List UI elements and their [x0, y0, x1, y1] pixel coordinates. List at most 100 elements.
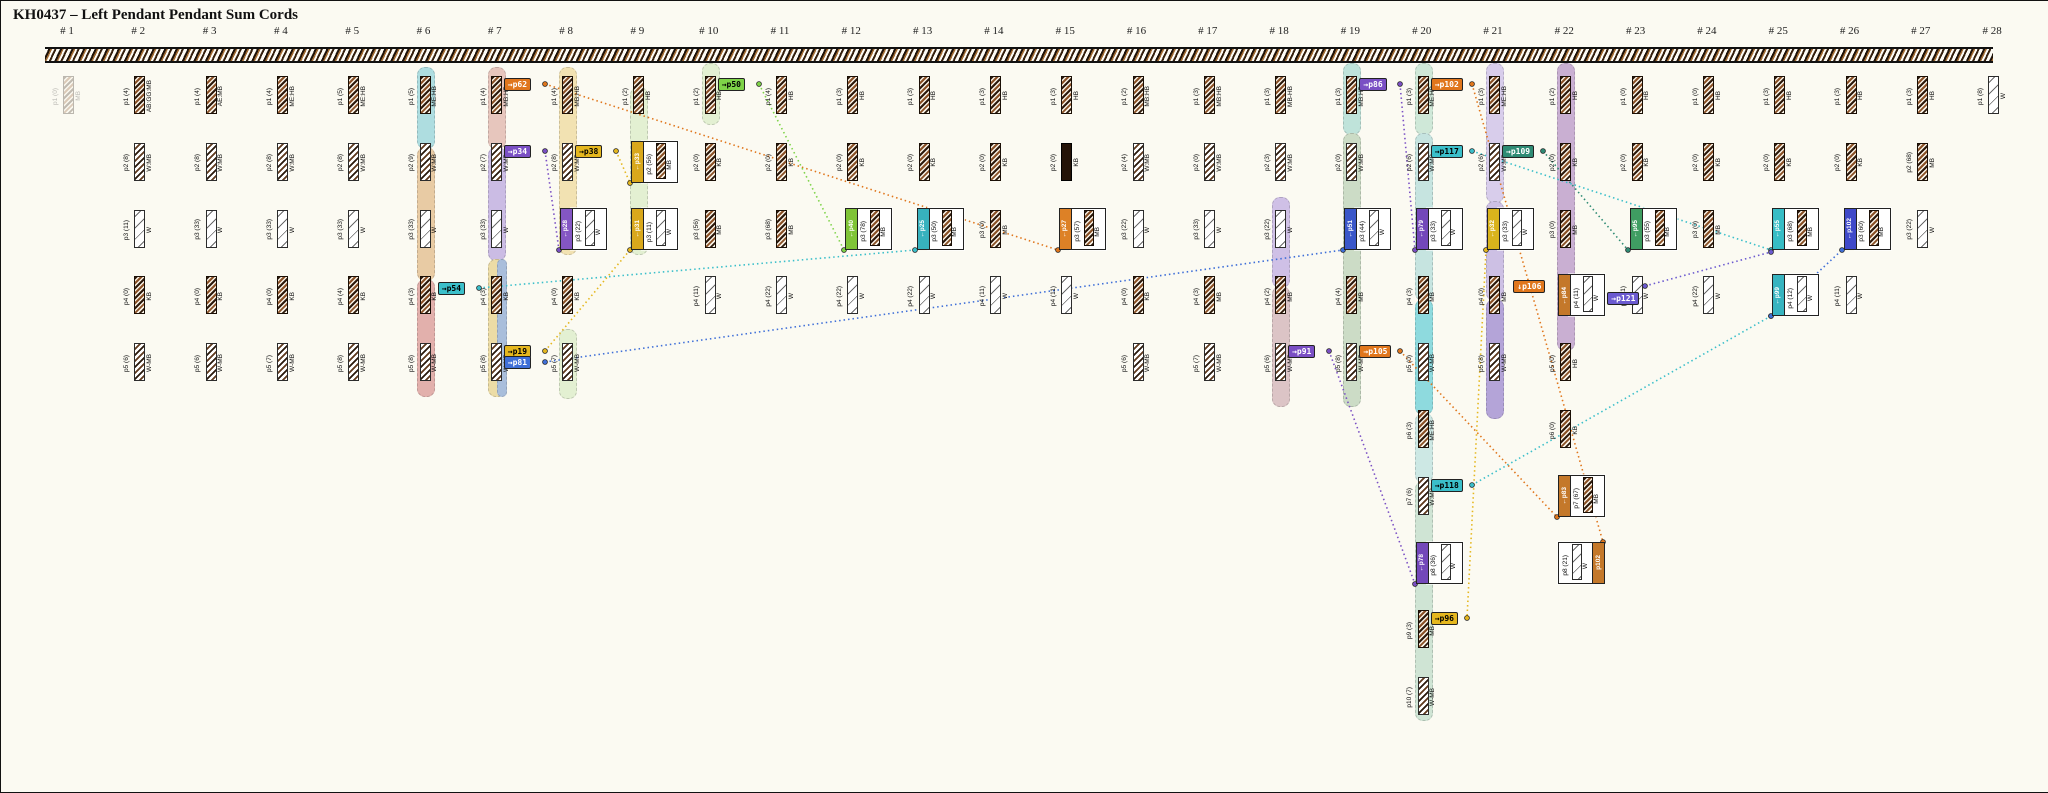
- pendant-cord-20-4[interactable]: [1417, 276, 1429, 315]
- pendant-cord-5-3[interactable]: [348, 209, 360, 248]
- primary-cord[interactable]: [45, 47, 1993, 63]
- sum-tag-p106[interactable]: ↓p106: [1513, 280, 1546, 294]
- pendant-cord-20-9[interactable]: [1417, 610, 1429, 649]
- pendant-cord-4-4[interactable]: [276, 276, 288, 315]
- pendant-cord-3-1[interactable]: [205, 76, 217, 114]
- pendant-knots[interactable]: [1440, 209, 1451, 246]
- sum-box-bar[interactable]: ←p78: [1415, 541, 1429, 584]
- pendant-cord-5-5[interactable]: [348, 343, 360, 382]
- pendant-knots[interactable]: [1797, 209, 1808, 246]
- sum-tag-p96[interactable]: →p96: [1430, 612, 1458, 626]
- pendant-cord-2-3[interactable]: [134, 209, 146, 248]
- pendant-cord-17-3[interactable]: [1203, 209, 1215, 248]
- sum-box-bar[interactable]: ←p25: [916, 207, 930, 250]
- sum-tag-p105[interactable]: →p105: [1359, 345, 1392, 359]
- pendant-cord-20-1[interactable]: [1417, 76, 1429, 114]
- sum-tag-p38[interactable]: →p38: [575, 144, 603, 158]
- pendant-cord-17-2[interactable]: [1203, 142, 1215, 181]
- sum-box-bar[interactable]: ←p32: [1487, 207, 1500, 250]
- pendant-cord-6-4[interactable]: [419, 276, 431, 315]
- sum-tag-p81[interactable]: →p81: [503, 356, 532, 370]
- pendant-cord-4-5[interactable]: [276, 343, 288, 382]
- pendant-cord-6-5[interactable]: [419, 343, 431, 382]
- pendant-cord-1-1[interactable]: [63, 76, 74, 114]
- pendant-cord-7-1[interactable]: [490, 76, 502, 114]
- sum-tag-p91[interactable]: →p91: [1288, 345, 1316, 359]
- sum-box-bar[interactable]: ←p55: [1772, 207, 1786, 250]
- pendant-cord-6-3[interactable]: [419, 209, 431, 248]
- pendant-knots[interactable]: [1440, 543, 1451, 580]
- pendant-cord-18-3[interactable]: [1275, 209, 1287, 248]
- pendant-cord-23-1[interactable]: [1631, 76, 1643, 114]
- pendant-cord-3-5[interactable]: [205, 343, 217, 382]
- sum-tag-p54[interactable]: →p54: [437, 282, 466, 296]
- pendant-cord-19-2[interactable]: [1346, 142, 1358, 181]
- pendant-cord-4-3[interactable]: [276, 209, 288, 248]
- pendant-cord-2-4[interactable]: [134, 276, 146, 315]
- pendant-cord-19-1[interactable]: [1346, 76, 1358, 114]
- sum-tag-p109[interactable]: →p109: [1502, 144, 1535, 158]
- pendant-cord-7-2[interactable]: [490, 142, 502, 181]
- pendant-knots[interactable]: [1084, 209, 1095, 246]
- pendant-cord-19-4[interactable]: [1346, 276, 1358, 315]
- pendant-cord-3-2[interactable]: [205, 142, 217, 181]
- sum-box-bar[interactable]: ←p51: [1344, 207, 1358, 250]
- pendant-cord-7-5[interactable]: [490, 343, 502, 382]
- pendant-cord-24-1[interactable]: [1702, 76, 1714, 114]
- sum-tag-p118[interactable]: →p118: [1430, 478, 1463, 492]
- sum-box-bar[interactable]: ←p28: [560, 207, 574, 250]
- pendant-cord-3-4[interactable]: [205, 276, 217, 315]
- pendant-cord-26-2[interactable]: [1845, 142, 1857, 181]
- sum-tag-p62[interactable]: →p62: [503, 78, 532, 91]
- sum-tag-p121[interactable]: →p121: [1607, 292, 1640, 306]
- pendant-cord-16-2[interactable]: [1132, 142, 1144, 181]
- pendant-cord-6-1[interactable]: [419, 76, 431, 114]
- sum-box-bar[interactable]: ←p33: [631, 140, 645, 183]
- sum-box-bar[interactable]: ←p31: [631, 207, 645, 250]
- sum-box-bar[interactable]: ←p79: [1415, 207, 1429, 250]
- pendant-cord-27-1[interactable]: [1916, 76, 1928, 114]
- sum-box-bar[interactable]: ←p83: [1558, 474, 1572, 517]
- sum-box-bar[interactable]: ←p102: [1843, 207, 1857, 250]
- pendant-cord-27-2[interactable]: [1916, 142, 1928, 181]
- sum-box-bar[interactable]: ←p84: [1558, 274, 1572, 317]
- pendant-cord-15-2[interactable]: [1061, 142, 1073, 181]
- sum-tag-p34[interactable]: →p34: [503, 144, 532, 158]
- sum-tag-p86[interactable]: →p86: [1359, 78, 1387, 91]
- pendant-cord-15-1[interactable]: [1061, 76, 1073, 114]
- pendant-cord-4-1[interactable]: [276, 76, 288, 114]
- sum-box-bar[interactable]: p102: [1592, 541, 1606, 584]
- pendant-cord-18-1[interactable]: [1275, 76, 1287, 114]
- pendant-cord-2-1[interactable]: [134, 76, 146, 114]
- sum-tag-p50[interactable]: →p50: [717, 78, 745, 91]
- sum-box-bar[interactable]: ←p95: [1629, 207, 1643, 250]
- pendant-cord-25-2[interactable]: [1774, 142, 1786, 181]
- pendant-cord-16-3[interactable]: [1132, 209, 1144, 248]
- pendant-cord-3-3[interactable]: [205, 209, 217, 248]
- pendant-cord-5-4[interactable]: [348, 276, 360, 315]
- pendant-cord-4-2[interactable]: [276, 142, 288, 181]
- pendant-knots[interactable]: [1868, 209, 1879, 246]
- pendant-cord-26-4[interactable]: [1845, 276, 1857, 315]
- pendant-cord-6-2[interactable]: [419, 142, 431, 181]
- sum-box-bar[interactable]: ←p40: [845, 207, 859, 250]
- pendant-knots[interactable]: [1369, 209, 1380, 246]
- pendant-cord-5-2[interactable]: [348, 142, 360, 181]
- pendant-cord-7-3[interactable]: [490, 209, 502, 248]
- pendant-cord-17-1[interactable]: [1203, 76, 1215, 114]
- pendant-cord-25-1[interactable]: [1774, 76, 1786, 114]
- pendant-knots[interactable]: [1572, 543, 1583, 580]
- pendant-cord-20-10[interactable]: [1417, 677, 1429, 716]
- pendant-cord-2-5[interactable]: [134, 343, 146, 382]
- pendant-cord-16-1[interactable]: [1132, 76, 1144, 114]
- pendant-cord-18-2[interactable]: [1275, 142, 1287, 181]
- sum-box-bar[interactable]: ←p27: [1059, 207, 1073, 250]
- sum-box-bar[interactable]: ←p99: [1772, 274, 1786, 317]
- pendant-cord-27-3[interactable]: [1916, 209, 1928, 248]
- pendant-cord-5-1[interactable]: [348, 76, 360, 114]
- sum-tag-p102[interactable]: →p102: [1430, 78, 1463, 91]
- pendant-cord-2-2[interactable]: [134, 142, 146, 181]
- pendant-cord-28-1[interactable]: [1988, 76, 2000, 114]
- pendant-cord-20-2[interactable]: [1417, 142, 1429, 181]
- sum-tag-p117[interactable]: →p117: [1430, 144, 1463, 158]
